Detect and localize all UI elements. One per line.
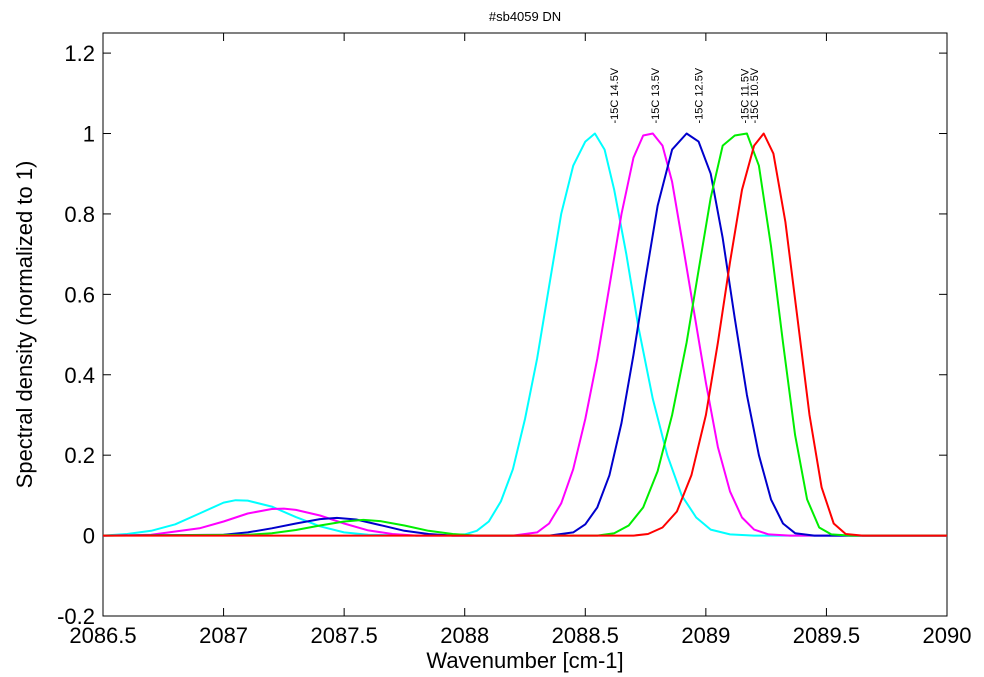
series-line <box>102 132 947 537</box>
x-tick-label: 2089.5 <box>793 623 860 648</box>
y-tick-label: 0.2 <box>64 443 95 468</box>
y-tick-label: 0 <box>83 524 95 549</box>
x-tick-label: 2086.5 <box>69 623 136 648</box>
x-tick-label: 2087 <box>199 623 248 648</box>
y-tick-label: 0.6 <box>64 282 95 307</box>
axis-ticks: 2086.5 2087 2087.5 2088 2088.5 2089 2089.5 2090… <box>57 33 971 648</box>
x-tick-label: 2090 <box>923 623 972 648</box>
x-tick-label: 2087.5 <box>310 623 377 648</box>
peak-annotation: -15C 13.5V <box>650 67 662 123</box>
series-line <box>102 132 947 537</box>
y-tick-label: -0.2 <box>57 604 95 629</box>
chart-title: #sb4059 DN <box>489 9 561 24</box>
peak-annotation: -15C 11.5V <box>739 68 751 123</box>
x-tick-label: 2088 <box>440 623 489 648</box>
y-tick-label: 0.4 <box>64 363 95 388</box>
peak-annotations: -15C 14.5V -15C 13.5V -15C 12.5V -15C 11.5V… <box>609 67 761 123</box>
x-axis-label: Wavenumber [cm-1] <box>426 648 623 673</box>
peak-annotation: -15C 12.5V <box>694 67 706 123</box>
plot-frame <box>102 32 948 617</box>
peak-annotation: -15C 14.5V <box>609 67 621 123</box>
series-line <box>103 132 947 537</box>
y-tick-label: 1 <box>83 122 95 147</box>
x-tick-label: 2088.5 <box>552 623 619 648</box>
x-tick-label: 2089 <box>681 623 730 648</box>
series-lines <box>102 132 947 537</box>
peak-annotation: -15C 10.5V <box>749 67 761 123</box>
y-tick-label: 1.2 <box>64 41 95 66</box>
series-line <box>102 132 947 537</box>
y-tick-label: 0.8 <box>64 202 95 227</box>
y-axis-label: Spectral density (normalized to 1) <box>12 161 37 489</box>
